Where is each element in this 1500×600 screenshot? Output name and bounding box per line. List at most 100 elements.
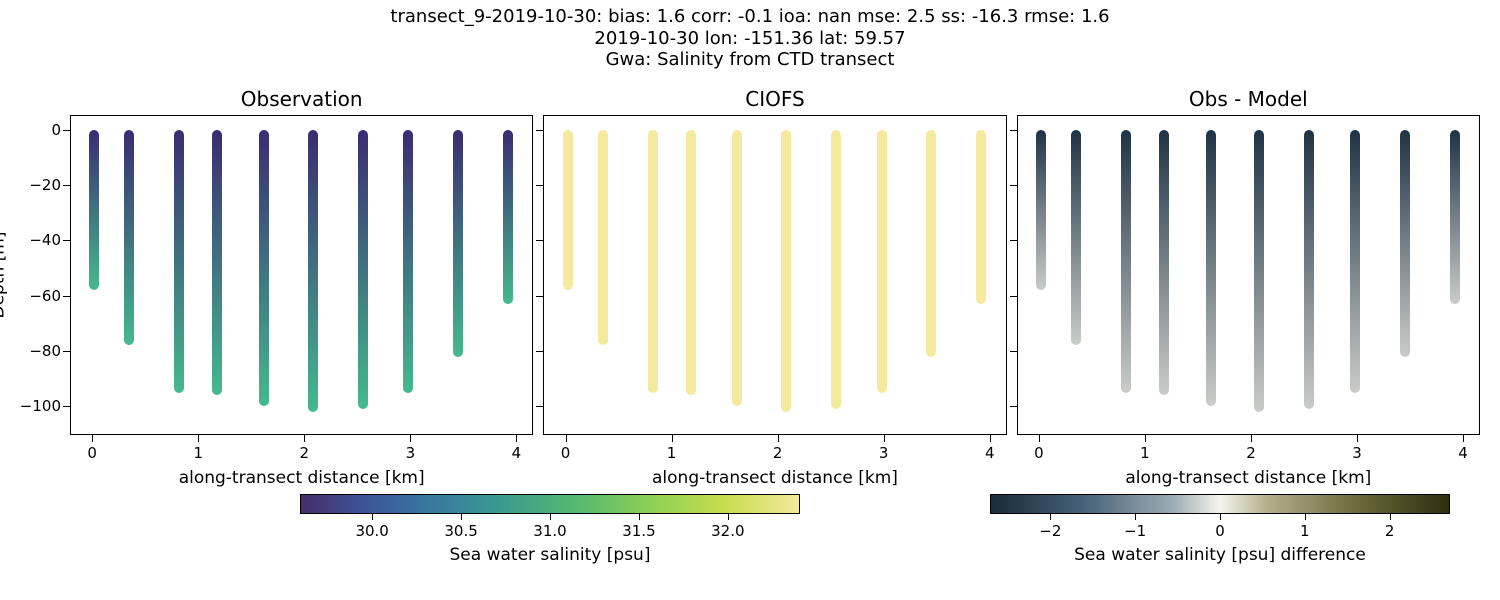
ytick [536, 351, 544, 352]
xtick [672, 434, 673, 442]
profile-model-6 [831, 130, 841, 409]
cbar-tick-label: 0 [1215, 522, 1225, 540]
xtick [1357, 434, 1358, 442]
panel-model: CIOFS01234along-transect distance [km] [543, 115, 1006, 435]
xtick-label: 4 [985, 444, 995, 462]
ytick [536, 240, 544, 241]
salinity-colorbar-label: Sea water salinity [psu] [301, 545, 799, 565]
profile-diff-9 [1450, 130, 1460, 304]
xtick-label: 4 [1458, 444, 1468, 462]
profile-obs-4 [259, 130, 269, 407]
diff-colorbar-label: Sea water salinity [psu] difference [991, 545, 1449, 565]
axes-diff: 01234along-transect distance [km] [1017, 115, 1480, 435]
diff-colorbar: Sea water salinity [psu] difference −2−1… [990, 494, 1450, 514]
ytick [1010, 240, 1018, 241]
panel-title-model: CIOFS [543, 87, 1006, 111]
xtick [990, 434, 991, 442]
cbar-tick [550, 513, 551, 520]
ytick-label: −80 [29, 342, 61, 360]
xtick [304, 434, 305, 442]
panel-obs: Observation0−20−40−60−80−10001234along-t… [70, 115, 533, 435]
xtick [1039, 434, 1040, 442]
axes-model: 01234along-transect distance [km] [543, 115, 1006, 435]
profile-model-1 [598, 130, 608, 346]
profile-obs-8 [453, 130, 463, 357]
profile-model-0 [563, 130, 573, 290]
xtick [1463, 434, 1464, 442]
panel-diff: Obs - Model01234along-transect distance … [1017, 115, 1480, 435]
profile-diff-5 [1254, 130, 1264, 412]
xtick [92, 434, 93, 442]
ylabel: Depth [m] [0, 231, 9, 318]
xtick-label: 0 [561, 444, 571, 462]
xtick [1251, 434, 1252, 442]
profile-diff-0 [1036, 130, 1046, 290]
xtick [566, 434, 567, 442]
cbar-tick-label: −1 [1124, 522, 1146, 540]
profile-model-7 [877, 130, 887, 393]
panels-row: Observation0−20−40−60−80−10001234along-t… [70, 115, 1480, 435]
xtick [1145, 434, 1146, 442]
profile-model-8 [926, 130, 936, 357]
panel-title-diff: Obs - Model [1017, 87, 1480, 111]
xtick-label: 1 [193, 444, 203, 462]
ytick [1010, 351, 1018, 352]
axes-obs: 0−20−40−60−80−10001234along-transect dis… [70, 115, 533, 435]
xtick-label: 2 [773, 444, 783, 462]
title-line-1: transect_9-2019-10-30: bias: 1.6 corr: -… [0, 6, 1500, 28]
xtick-label: 1 [1140, 444, 1150, 462]
ytick [1010, 296, 1018, 297]
ytick [1010, 406, 1018, 407]
ytick [536, 130, 544, 131]
profile-diff-4 [1206, 130, 1216, 407]
profile-obs-7 [403, 130, 413, 393]
profile-diff-8 [1400, 130, 1410, 357]
cbar-tick [1305, 513, 1306, 520]
ytick [63, 406, 71, 407]
cbar-tick-label: 32.0 [711, 522, 744, 540]
xtick-label: 2 [300, 444, 310, 462]
suptitle: transect_9-2019-10-30: bias: 1.6 corr: -… [0, 6, 1500, 71]
ytick [536, 406, 544, 407]
xtick [884, 434, 885, 442]
ytick [1010, 130, 1018, 131]
cbar-tick [639, 513, 640, 520]
xtick-label: 4 [512, 444, 522, 462]
ytick-label: −100 [20, 397, 61, 415]
figure: transect_9-2019-10-30: bias: 1.6 corr: -… [0, 0, 1500, 600]
xtick-label: 1 [667, 444, 677, 462]
cbar-tick [1135, 513, 1136, 520]
ytick [536, 185, 544, 186]
salinity-colorbar: Sea water salinity [psu] 30.030.531.031.… [300, 494, 800, 514]
ytick [63, 296, 71, 297]
profile-model-3 [686, 130, 696, 395]
colorbar-area: Sea water salinity [psu] 30.030.531.031.… [0, 462, 1500, 572]
cbar-tick-label: 1 [1300, 522, 1310, 540]
ytick-label: −60 [29, 287, 61, 305]
profile-model-4 [732, 130, 742, 407]
ytick-label: 0 [51, 121, 61, 139]
ytick [536, 296, 544, 297]
ytick [1010, 185, 1018, 186]
cbar-tick-label: 2 [1385, 522, 1395, 540]
ytick [63, 130, 71, 131]
profile-model-2 [648, 130, 658, 393]
profile-diff-6 [1304, 130, 1314, 409]
xtick-label: 3 [406, 444, 416, 462]
cbar-tick [1220, 513, 1221, 520]
cbar-tick-label: 31.0 [533, 522, 566, 540]
profile-diff-1 [1071, 130, 1081, 346]
profile-model-9 [976, 130, 986, 304]
ytick [63, 351, 71, 352]
cbar-tick [1050, 513, 1051, 520]
xtick-label: 2 [1246, 444, 1256, 462]
ytick [63, 240, 71, 241]
profile-diff-2 [1121, 130, 1131, 393]
panel-title-obs: Observation [70, 87, 533, 111]
xtick-label: 0 [1034, 444, 1044, 462]
profile-obs-2 [174, 130, 184, 393]
profile-obs-1 [124, 130, 134, 346]
cbar-tick [1390, 513, 1391, 520]
profile-obs-5 [308, 130, 318, 412]
profile-diff-3 [1159, 130, 1169, 395]
